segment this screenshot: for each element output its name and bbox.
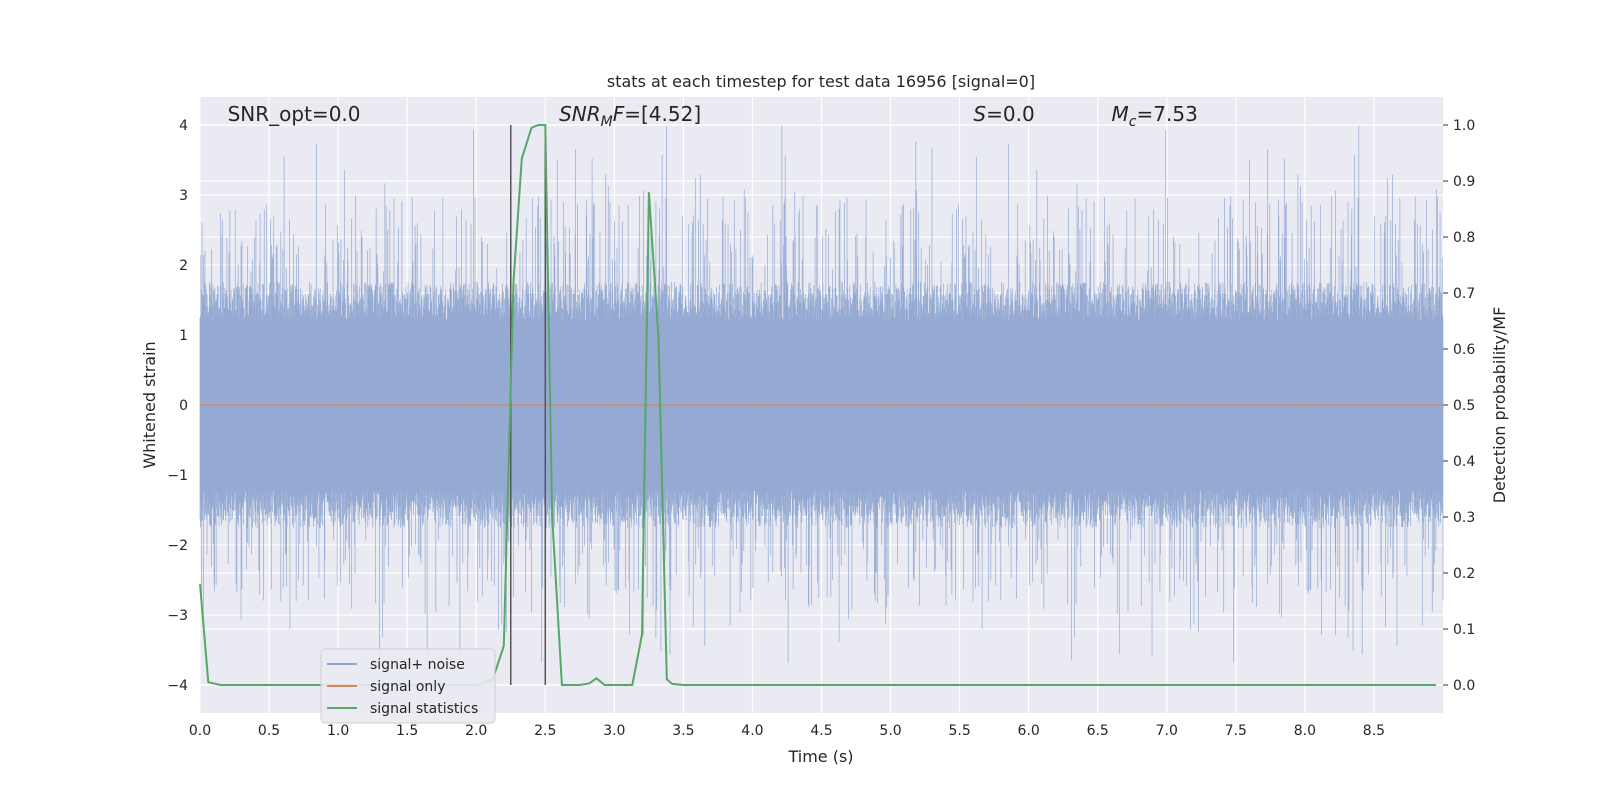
y-tick-label-right: 0.9 [1453,174,1475,190]
noise-trace [199,125,1444,663]
y-tick-label-left: 1 [179,328,188,344]
x-tick-label: 7.0 [1156,723,1178,739]
y-tick-label-right: 0.3 [1453,510,1475,526]
tick-labels: 0.0 0.5 1.0 1.5 2.0 2.5 3.0 3.5 4.0 4.5 5.0 5.5 6.0 6… [167,118,1475,739]
y-tick-label-left: −3 [167,608,188,624]
y-tick-label-right: 0.8 [1453,230,1475,246]
series-signal-noise [199,125,1444,663]
y-tick-label-right: 0.6 [1453,342,1475,358]
y-tick-label-right: 0.0 [1453,678,1475,694]
x-tick-label: 4.0 [741,723,763,739]
y-tick-label-left: −1 [167,468,188,484]
annotations: SNR_opt=0.0 SNRMF=[4.52] S=0.0 Mc=7.53 [228,102,1198,130]
x-tick-label: 0.0 [189,723,211,739]
y-tick-label-right: 0.2 [1453,566,1475,582]
annotation-3: Mc=7.53 [1112,102,1198,130]
legend-box [320,648,496,724]
legend: signal+ noise signal only signal statist… [320,648,496,724]
x-tick-label: 5.0 [879,723,901,739]
y-tick-label-left: 4 [179,118,188,134]
chart-title: stats at each timestep for test data 169… [607,72,1035,91]
x-tick-label: 2.5 [534,723,556,739]
x-tick-label: 6.0 [1018,723,1040,739]
y-tick-label-right: 0.1 [1453,622,1475,638]
y-tick-label-right: 0.7 [1453,286,1475,302]
x-tick-label: 4.5 [810,723,832,739]
annotation-0: SNR_opt=0.0 [228,102,361,126]
legend-label-signal-statistics: signal statistics [370,701,478,717]
legend-label-signal-only: signal only [370,679,445,695]
x-tick-label: 3.5 [672,723,694,739]
annotation-1: SNRMF=[4.52] [559,102,701,130]
y-tick-label-right: 0.5 [1453,398,1475,414]
legend-label-signal-noise: signal+ noise [370,657,465,673]
x-tick-label: 0.5 [258,723,280,739]
y-tick-label-right: 0.4 [1453,454,1475,470]
x-tick-label: 3.0 [603,723,625,739]
y-axis-label-left: Whitened strain [140,341,159,468]
y-tick-label-left: 0 [179,398,188,414]
y-tick-label-right: 1.0 [1453,118,1475,134]
x-tick-label: 1.5 [396,723,418,739]
y-axis-label-right: Detection probability/MF [1490,307,1509,504]
y-tick-label-left: 3 [179,188,188,204]
y-tick-label-left: −2 [167,538,188,554]
x-tick-label: 7.5 [1225,723,1247,739]
x-tick-label: 1.0 [327,723,349,739]
x-tick-label: 8.0 [1294,723,1316,739]
x-axis-label: Time (s) [787,747,853,766]
x-tick-label: 8.5 [1363,723,1385,739]
y-tick-label-left: −4 [167,678,188,694]
y-tick-label-left: 2 [179,258,188,274]
x-tick-label: 5.5 [948,723,970,739]
x-tick-label: 6.5 [1087,723,1109,739]
x-tick-label: 2.0 [465,723,487,739]
annotation-2: S=0.0 [973,102,1034,126]
